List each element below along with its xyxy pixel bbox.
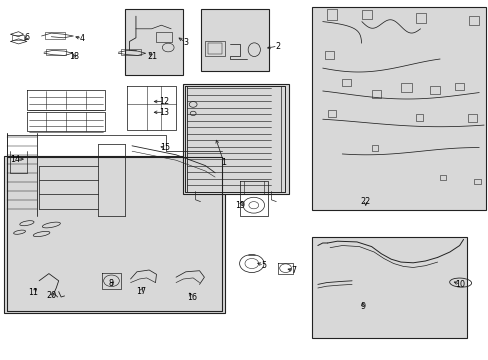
Text: 2: 2 (275, 41, 280, 50)
Bar (201, 9, 268, 71)
Bar (454, 83, 463, 90)
Text: 22: 22 (360, 197, 370, 206)
Bar (12, 35, 24, 40)
Bar (311, 237, 466, 338)
Bar (429, 86, 439, 94)
Text: 15: 15 (160, 143, 170, 152)
Bar (468, 114, 476, 122)
Text: 7: 7 (291, 266, 296, 275)
Bar (400, 83, 411, 92)
Bar (361, 10, 371, 19)
Bar (311, 7, 485, 210)
Bar (327, 110, 336, 117)
Bar (439, 175, 445, 180)
Text: 18: 18 (69, 52, 79, 61)
Bar (342, 79, 350, 86)
Text: 21: 21 (147, 52, 157, 61)
Text: 10: 10 (455, 280, 465, 289)
Text: 3: 3 (183, 38, 188, 47)
Text: 11: 11 (28, 288, 38, 297)
Bar (183, 84, 289, 194)
Bar (207, 43, 222, 54)
Bar (156, 32, 172, 42)
Bar (45, 32, 64, 39)
Bar (4, 156, 224, 313)
Bar (415, 114, 423, 121)
Text: 5: 5 (261, 261, 266, 270)
Text: 16: 16 (186, 292, 196, 302)
Text: 1: 1 (221, 158, 226, 167)
Text: 14: 14 (11, 154, 20, 163)
Bar (473, 179, 480, 184)
Text: 9: 9 (360, 302, 365, 311)
Text: 12: 12 (159, 97, 169, 106)
Text: 20: 20 (46, 292, 56, 300)
Text: 6: 6 (24, 32, 29, 41)
Text: 8: 8 (109, 279, 114, 288)
Bar (468, 16, 478, 25)
Bar (326, 9, 337, 20)
Text: 17: 17 (136, 287, 145, 296)
Text: 13: 13 (159, 108, 169, 117)
Bar (121, 49, 141, 55)
Bar (371, 145, 378, 151)
Bar (124, 9, 183, 75)
Bar (205, 41, 224, 56)
Text: 4: 4 (80, 34, 84, 43)
Bar (325, 51, 333, 59)
Bar (46, 49, 66, 55)
Bar (371, 90, 381, 98)
Bar (415, 13, 426, 23)
Text: 19: 19 (235, 201, 245, 210)
